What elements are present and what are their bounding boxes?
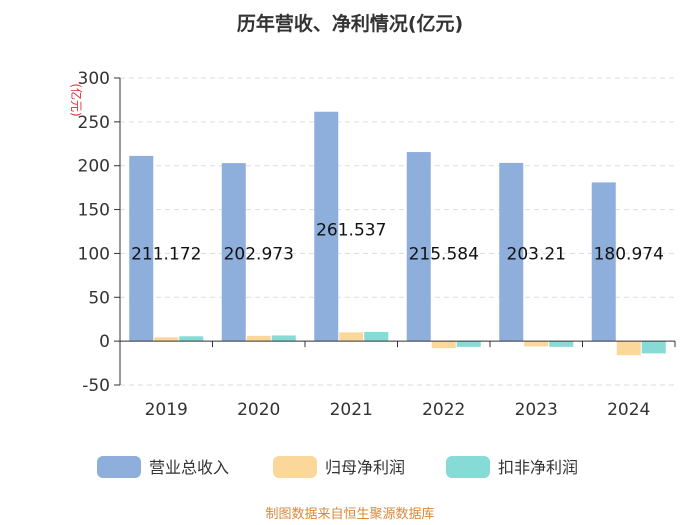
x-tick-label: 2024 bbox=[607, 400, 650, 420]
legend-swatch-2 bbox=[446, 456, 490, 478]
data-label-2023: 203.21 bbox=[507, 244, 566, 264]
bar-2020-series-0 bbox=[221, 163, 246, 342]
bar-2024-series-0 bbox=[591, 182, 616, 342]
y-tick-label: -50 bbox=[82, 376, 110, 396]
bar-2020-series-1 bbox=[246, 335, 271, 342]
bar-2019-series-0 bbox=[129, 155, 154, 342]
bar-2020-series-2 bbox=[271, 335, 296, 342]
data-label-2022: 215.584 bbox=[409, 244, 479, 264]
x-tick-label: 2019 bbox=[145, 400, 188, 420]
bar-2024-series-2 bbox=[641, 341, 666, 354]
y-tick-label: 200 bbox=[78, 157, 110, 177]
bar-2021-series-0 bbox=[314, 111, 339, 342]
chart-title: 历年营收、净利情况(亿元) bbox=[237, 12, 463, 35]
x-tick-label: 2022 bbox=[422, 400, 465, 420]
data-labels: 211.172 202.973 261.537 215.584 203.21 180.97… bbox=[131, 220, 664, 264]
y-tick-label: 100 bbox=[78, 244, 110, 264]
bar-2022-series-1 bbox=[431, 341, 456, 349]
y-axis-unit-label: (亿元) bbox=[69, 83, 84, 116]
bar-2019-series-2 bbox=[179, 336, 204, 342]
legend-label-0: 营业总收入 bbox=[149, 458, 229, 477]
source-note: 制图数据来自恒生聚源数据库 bbox=[265, 506, 434, 522]
legend: 营业总收入 归母净利润 扣非净利润 bbox=[97, 456, 578, 478]
legend-label-2: 扣非净利润 bbox=[498, 458, 578, 477]
y-tick-label: 300 bbox=[78, 69, 110, 89]
bar-2021-series-1 bbox=[339, 332, 364, 342]
bars bbox=[129, 111, 666, 356]
data-label-2024: 180.974 bbox=[594, 244, 664, 264]
axes: -50 0 50 100 150 200 250 300 2019 2020 2021 2022 202… bbox=[78, 69, 676, 420]
y-tick-label: 250 bbox=[78, 113, 110, 133]
x-tick-label: 2021 bbox=[330, 400, 373, 420]
y-tick-label: 50 bbox=[88, 288, 110, 308]
legend-swatch-1 bbox=[273, 456, 317, 478]
legend-swatch-0 bbox=[97, 456, 141, 478]
bar-2022-series-2 bbox=[456, 341, 481, 347]
data-label-2020: 202.973 bbox=[224, 244, 294, 264]
data-label-2019: 211.172 bbox=[131, 244, 201, 264]
data-label-2021: 261.537 bbox=[316, 220, 386, 240]
x-tick-label: 2023 bbox=[515, 400, 558, 420]
bar-2022-series-0 bbox=[406, 152, 431, 342]
bar-2023-series-0 bbox=[499, 162, 524, 342]
y-tick-label: 150 bbox=[78, 201, 110, 221]
x-tick-label: 2020 bbox=[237, 400, 280, 420]
bar-2019-series-1 bbox=[154, 337, 179, 342]
bar-2023-series-2 bbox=[549, 341, 574, 347]
bar-2023-series-1 bbox=[524, 341, 549, 347]
y-tick-label: 0 bbox=[99, 332, 110, 352]
bar-2021-series-2 bbox=[364, 331, 389, 342]
bar-2024-series-1 bbox=[616, 341, 641, 356]
legend-label-1: 归母净利润 bbox=[325, 458, 405, 477]
